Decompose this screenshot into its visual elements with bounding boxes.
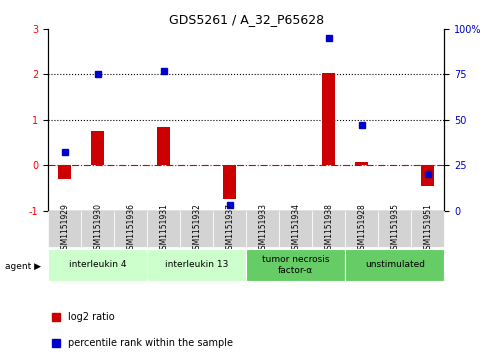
Bar bbox=[223, 165, 237, 199]
FancyBboxPatch shape bbox=[345, 249, 444, 281]
Bar bbox=[322, 73, 335, 165]
Text: GSM1151928: GSM1151928 bbox=[357, 203, 366, 254]
FancyBboxPatch shape bbox=[48, 211, 81, 247]
Bar bbox=[58, 165, 71, 179]
FancyBboxPatch shape bbox=[246, 211, 279, 247]
Text: GSM1151933: GSM1151933 bbox=[258, 203, 267, 254]
Text: GSM1151935: GSM1151935 bbox=[390, 203, 399, 254]
Text: GSM1151930: GSM1151930 bbox=[93, 203, 102, 254]
Text: agent ▶: agent ▶ bbox=[5, 262, 41, 271]
FancyBboxPatch shape bbox=[345, 211, 378, 247]
Text: interleukin 13: interleukin 13 bbox=[165, 261, 228, 269]
FancyBboxPatch shape bbox=[313, 211, 345, 247]
FancyBboxPatch shape bbox=[81, 211, 114, 247]
Text: percentile rank within the sample: percentile rank within the sample bbox=[68, 338, 233, 348]
FancyBboxPatch shape bbox=[213, 211, 246, 247]
Text: GSM1151932: GSM1151932 bbox=[192, 203, 201, 254]
Text: tumor necrosis
factor-α: tumor necrosis factor-α bbox=[262, 255, 329, 275]
Text: GSM1151937: GSM1151937 bbox=[226, 203, 234, 254]
Text: GSM1151929: GSM1151929 bbox=[60, 203, 69, 254]
Text: unstimulated: unstimulated bbox=[365, 261, 425, 269]
Text: GSM1151951: GSM1151951 bbox=[424, 203, 432, 254]
Bar bbox=[91, 131, 104, 165]
FancyBboxPatch shape bbox=[279, 211, 313, 247]
Text: GSM1151938: GSM1151938 bbox=[325, 203, 333, 254]
Bar bbox=[157, 127, 170, 165]
Bar bbox=[355, 162, 369, 165]
FancyBboxPatch shape bbox=[246, 249, 345, 281]
FancyBboxPatch shape bbox=[48, 249, 147, 281]
FancyBboxPatch shape bbox=[147, 211, 180, 247]
FancyBboxPatch shape bbox=[378, 211, 412, 247]
FancyBboxPatch shape bbox=[114, 211, 147, 247]
Text: log2 ratio: log2 ratio bbox=[68, 312, 115, 322]
Text: interleukin 4: interleukin 4 bbox=[69, 261, 127, 269]
Text: GSM1151931: GSM1151931 bbox=[159, 203, 168, 254]
Text: GSM1151934: GSM1151934 bbox=[291, 203, 300, 254]
Bar bbox=[421, 165, 435, 185]
FancyBboxPatch shape bbox=[412, 211, 444, 247]
Title: GDS5261 / A_32_P65628: GDS5261 / A_32_P65628 bbox=[169, 13, 324, 26]
FancyBboxPatch shape bbox=[147, 249, 246, 281]
FancyBboxPatch shape bbox=[180, 211, 213, 247]
Text: GSM1151936: GSM1151936 bbox=[127, 203, 135, 254]
